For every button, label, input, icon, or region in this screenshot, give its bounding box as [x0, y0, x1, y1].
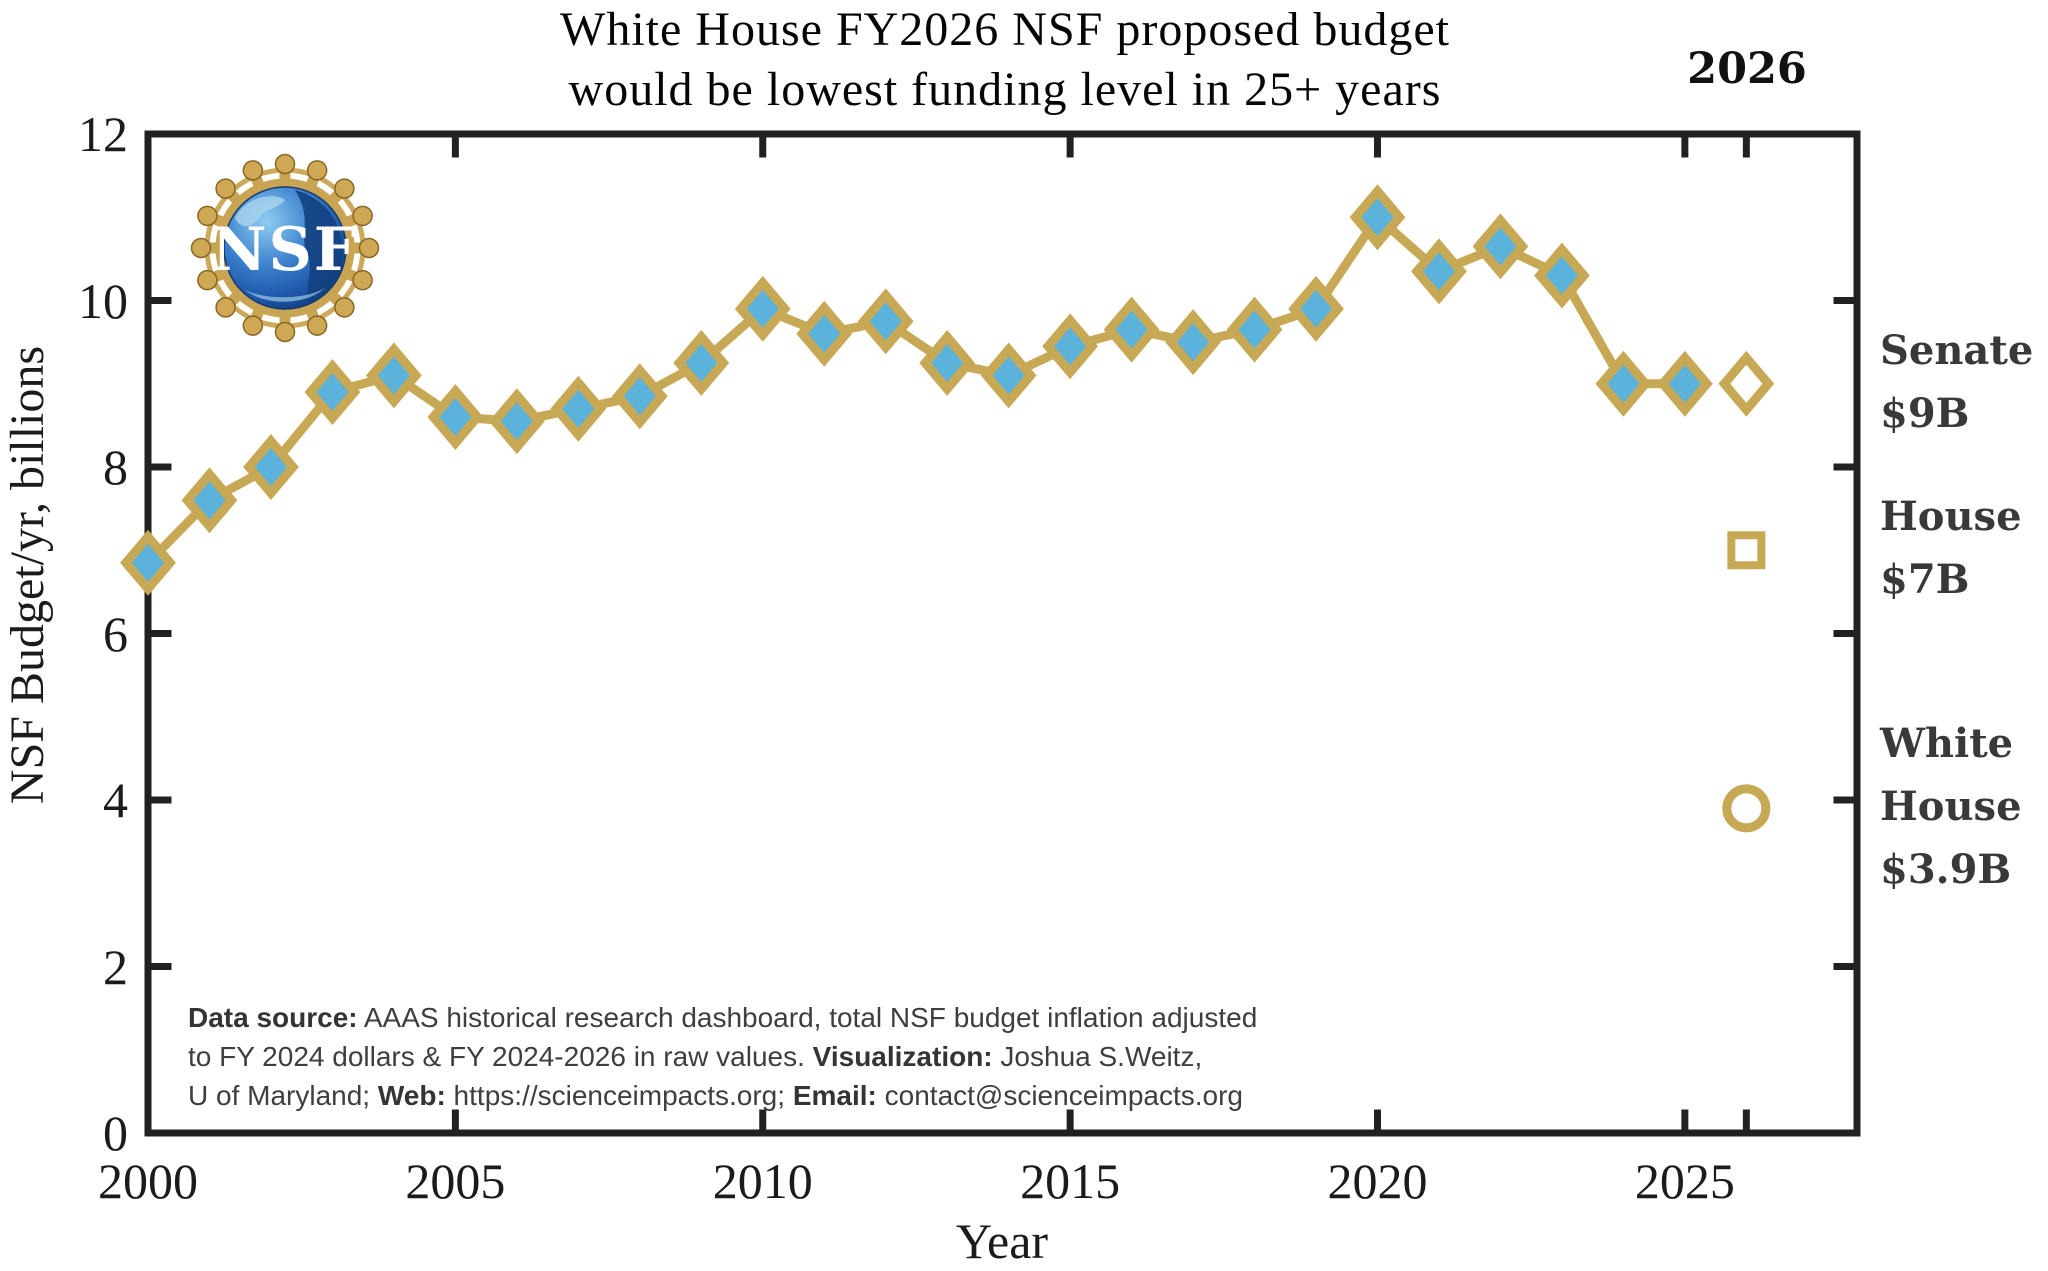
x-tick-label: 2015 [1020, 1153, 1121, 1209]
annotation-line: White [1880, 719, 2014, 767]
y-tick-label: 4 [103, 772, 128, 828]
nsf-logo-text: NSF [212, 215, 359, 285]
diamond-marker [1288, 275, 1344, 342]
diamond-marker [243, 434, 299, 500]
diamond-marker [427, 384, 484, 451]
nsf-logo: NSF [190, 153, 380, 343]
y-axis-label: NSF Budget/yr, billions [1, 345, 54, 805]
annotation-senate: Senate $9B [1880, 319, 2048, 445]
diamond-marker [1534, 242, 1590, 309]
annotation-white-house: White House $3.9B [1880, 712, 2048, 901]
diamond-marker [1226, 296, 1283, 363]
diamond-marker [1656, 350, 1713, 417]
annotation-line: House [1880, 782, 2022, 830]
proposal-markers-2026 [1718, 350, 1775, 833]
y-tick-label: 10 [78, 272, 128, 329]
nsf-logo-gear-ring [215, 178, 355, 318]
diamond-marker [550, 375, 607, 442]
annotation-line: $9B [1880, 389, 1970, 437]
y-tick-label: 2 [103, 938, 128, 995]
diamond-marker [304, 359, 361, 426]
diamond-open-marker [1718, 350, 1775, 417]
diamond-marker [796, 300, 853, 367]
circle-open-marker [1722, 784, 1771, 833]
x-axis-label: Year [955, 1213, 1049, 1269]
globe-continents [235, 190, 343, 304]
diamond-marker [1103, 296, 1160, 363]
diamond-marker [488, 388, 545, 455]
diamond-marker [1411, 238, 1467, 305]
diamond-marker [366, 342, 422, 409]
annotation-house: House $7B [1880, 485, 2048, 611]
x-tick-label: 2000 [98, 1153, 198, 1209]
diamond-marker [1349, 184, 1406, 251]
axes-box [144, 130, 1861, 1137]
diamond-marker [181, 467, 238, 534]
square-open-marker [1727, 531, 1766, 570]
y-tick-label: 12 [78, 106, 128, 162]
source-note-line: to FY 2024 dollars & FY 2024-2026 in raw… [188, 1041, 1203, 1072]
annotation-line: House [1880, 493, 2022, 541]
diamond-marker [673, 329, 730, 396]
plot-border [144, 130, 1861, 1137]
chart-title-line-2: would be lowest funding level in 25+ yea… [568, 63, 1442, 116]
diamond-marker [1042, 313, 1099, 380]
x-tick-label: 2005 [405, 1153, 506, 1209]
x-tick-label: 2010 [712, 1153, 813, 1209]
source-note: Data source: AAAS historical research da… [188, 998, 1308, 1115]
diamond-marker [919, 329, 976, 396]
diamond-marker [120, 529, 176, 596]
annotation-line: $7B [1880, 556, 1970, 604]
diamond-marker [1595, 350, 1652, 417]
source-note-line: U of Maryland; Web: https://scienceimpac… [188, 1080, 1243, 1111]
chart-title-line-1: White House FY2026 NSF proposed budget [560, 3, 1450, 56]
x-tick-label: 2020 [1327, 1153, 1428, 1209]
y-tick-label: 6 [103, 605, 128, 662]
diamond-marker [980, 342, 1037, 409]
y-tick-label: 8 [103, 439, 128, 495]
diamond-marker [734, 275, 791, 342]
diamond-marker [857, 288, 914, 355]
diamond-marker [1472, 213, 1529, 280]
y-tick-label: 0 [103, 1105, 128, 1161]
diamond-marker [611, 363, 668, 430]
budget-series [120, 184, 1713, 596]
column-header-2026: 2026 [1687, 44, 1807, 94]
annotation-line: $3.9B [1880, 845, 2012, 893]
source-note-line: Data source: AAAS historical research da… [188, 1002, 1258, 1033]
annotation-line: Senate [1880, 326, 2034, 374]
diamond-marker [1165, 309, 1221, 376]
x-tick-label: 2025 [1634, 1153, 1735, 1209]
